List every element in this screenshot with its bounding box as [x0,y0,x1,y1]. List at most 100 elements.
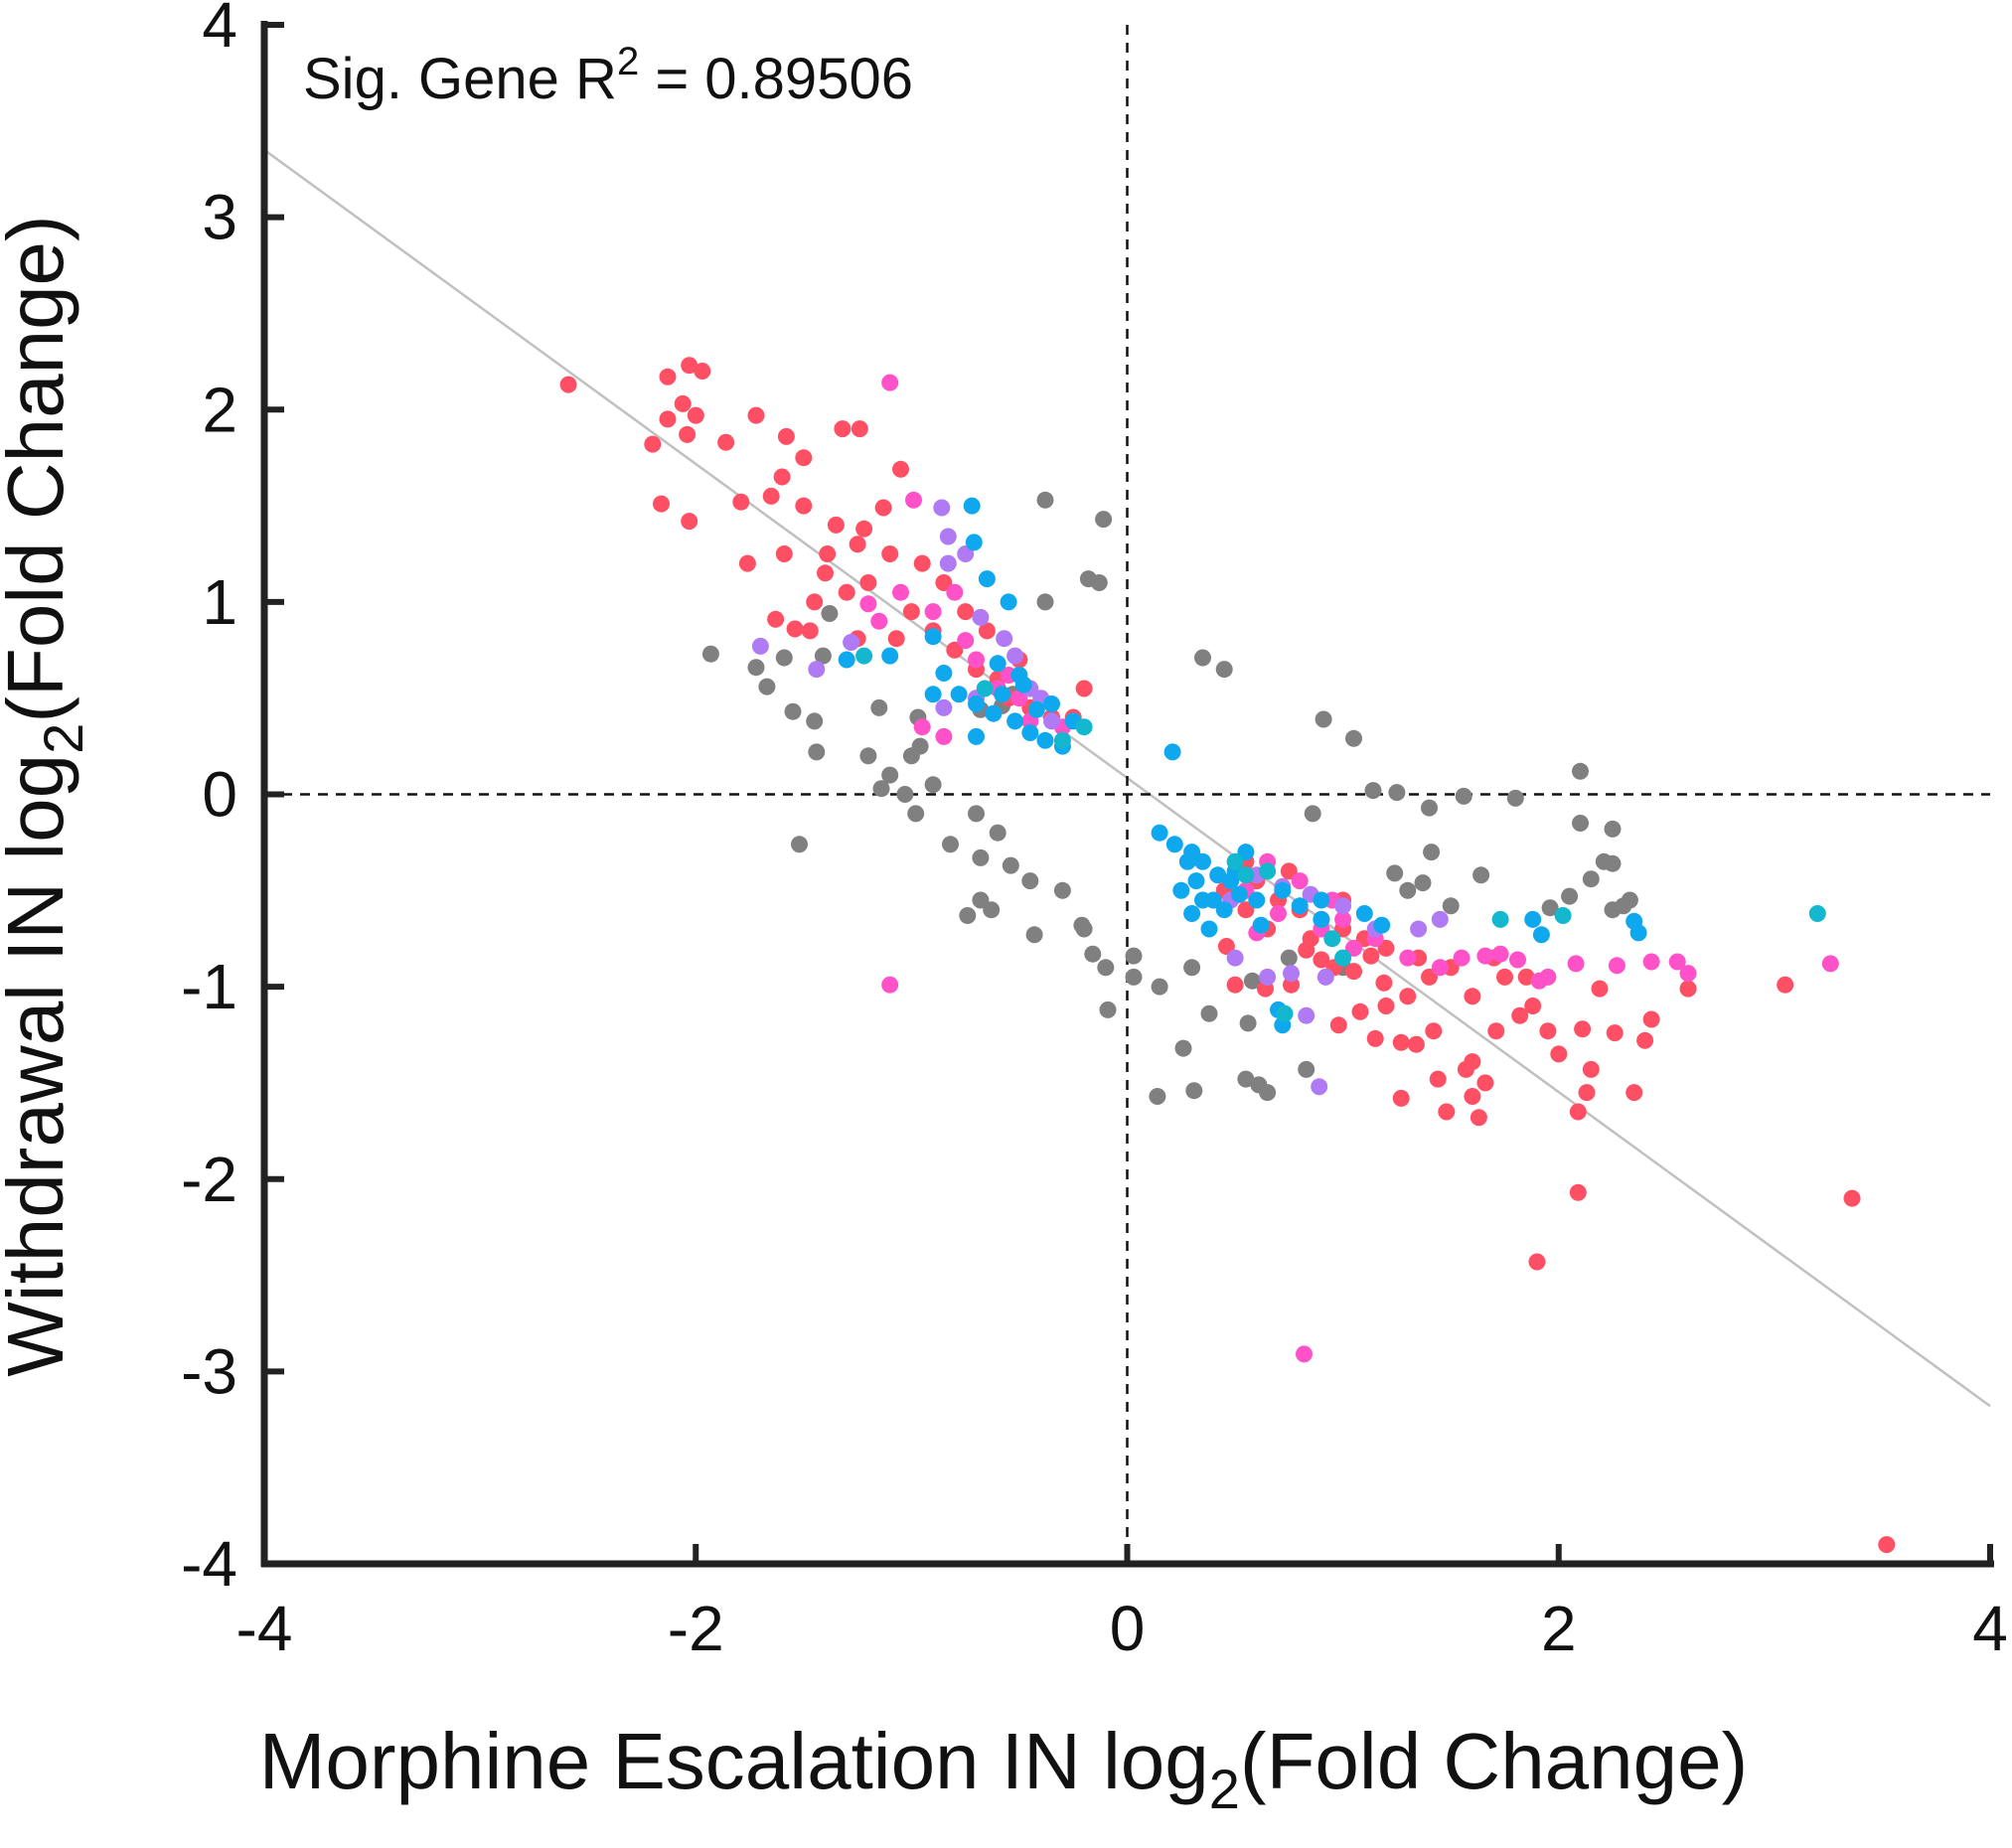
data-point-purple [1283,965,1300,983]
data-point-blue [1209,866,1227,884]
data-point-red [795,449,813,467]
data-point-nonsig [1472,866,1490,884]
data-point-purple [808,661,826,679]
data-point-nonsig [1099,1001,1117,1018]
data-point-nonsig [1036,491,1054,509]
data-point-nonsig [1399,881,1417,899]
data-point-magenta [1345,939,1362,957]
data-point-nonsig [1304,805,1321,823]
data-point-magenta [1509,951,1526,969]
data-point-nonsig [784,702,802,720]
data-point-purple [1311,1078,1328,1096]
data-point-nonsig [1183,959,1201,977]
data-point-blue [1230,885,1248,903]
data-point-blue [968,695,985,712]
data-point-nonsig [701,645,719,663]
data-point-purple [1043,712,1060,730]
data-point-nonsig [1506,789,1524,807]
data-point-red [801,622,819,640]
data-point-purple [935,698,953,716]
data-point-teal [855,647,873,665]
data-point-red [1366,1029,1384,1047]
data-point-magenta [1010,690,1028,707]
data-point-blue [1163,743,1181,761]
data-point-purple [1410,920,1428,938]
data-point-nonsig [1149,1088,1166,1105]
data-point-teal [1226,852,1244,870]
data-point-teal [976,680,994,697]
data-point-red [1578,1084,1596,1102]
data-point-blue [1313,910,1330,928]
data-point-red [1470,1109,1487,1127]
data-point-red [1329,1016,1347,1034]
x-tick-label: -4 [236,1593,293,1664]
x-axis-title: Morphine Escalation IN log2(Fold Change) [259,1717,1749,1820]
x-tick-label: 2 [1541,1593,1577,1664]
data-point-nonsig [1185,1082,1203,1100]
data-point-blue [1200,920,1218,938]
data-point-blue [1291,897,1309,915]
tick-labels: -4 -2 0 2 4 -4 -3 -2 -1 0 1 2 3 4 [181,0,2008,1664]
data-point-nonsig [1442,897,1460,915]
data-point-red [827,516,845,534]
data-point-blue [1036,731,1054,749]
data-point-nonsig [808,743,826,761]
data-point-nonsig [1604,820,1622,838]
data-point-red [874,499,892,517]
data-point-nonsig [821,605,839,622]
data-point-nonsig [1604,854,1622,872]
data-point-nonsig [872,780,890,798]
data-point-blue [1027,700,1045,718]
data-point-red [1407,1035,1425,1053]
data-point-red [1075,680,1093,697]
y-axis-title-prefix: Withdrawal IN log [0,754,79,1377]
data-point-red [1226,976,1244,994]
data-point-nonsig [942,836,959,853]
data-point-magenta [924,603,942,621]
data-point-purple [843,634,860,651]
data-point-nonsig [911,737,929,755]
data-point-nonsig [1298,1060,1316,1078]
data-point-nonsig [1250,1076,1268,1094]
data-point-red [1574,1020,1592,1038]
data-point-purple [751,637,769,655]
data-point-red [1487,1022,1505,1040]
data-point-nonsig [775,649,793,667]
data-point-red [659,410,677,428]
data-point-red [849,536,866,553]
data-point-blue [1532,926,1550,944]
data-point-blue [985,704,1003,722]
x-axis-title-suffix: (Fold Change) [1240,1717,1748,1805]
data-point-red [1399,988,1417,1005]
data-point-nonsig [1423,844,1441,861]
data-point-red [674,394,692,412]
data-point-magenta [1679,965,1697,983]
x-tick-label: 0 [1110,1593,1146,1664]
data-point-red [1377,939,1395,957]
data-point-magenta [957,632,975,650]
data-point-red [1392,1033,1410,1051]
data-point-nonsig [1561,887,1579,905]
data-point-red [887,630,905,648]
data-point-red [892,460,909,478]
data-point-blue [1252,916,1270,934]
data-point-teal [1075,718,1093,736]
data-point-red [1625,1084,1643,1102]
data-point-blue [1524,910,1542,928]
data-point-blue [968,727,985,745]
data-point-nonsig [1053,881,1071,899]
r-squared-annotation: Sig. Gene R2 = 0.89506 [303,40,913,111]
data-point-red [659,368,677,385]
y-axis-title-suffix: (Fold Change) [0,215,79,722]
data-point-red [1217,938,1235,955]
data-point-purple [939,528,957,545]
data-point-red [935,574,953,591]
data-point-nonsig [814,647,832,665]
data-point-blue [924,628,942,646]
y-tick-label: 4 [202,0,237,61]
data-point-red [851,420,868,438]
y-tick-label: 2 [202,374,237,445]
data-point-blue [1006,712,1024,730]
data-point-purple [1431,910,1449,928]
